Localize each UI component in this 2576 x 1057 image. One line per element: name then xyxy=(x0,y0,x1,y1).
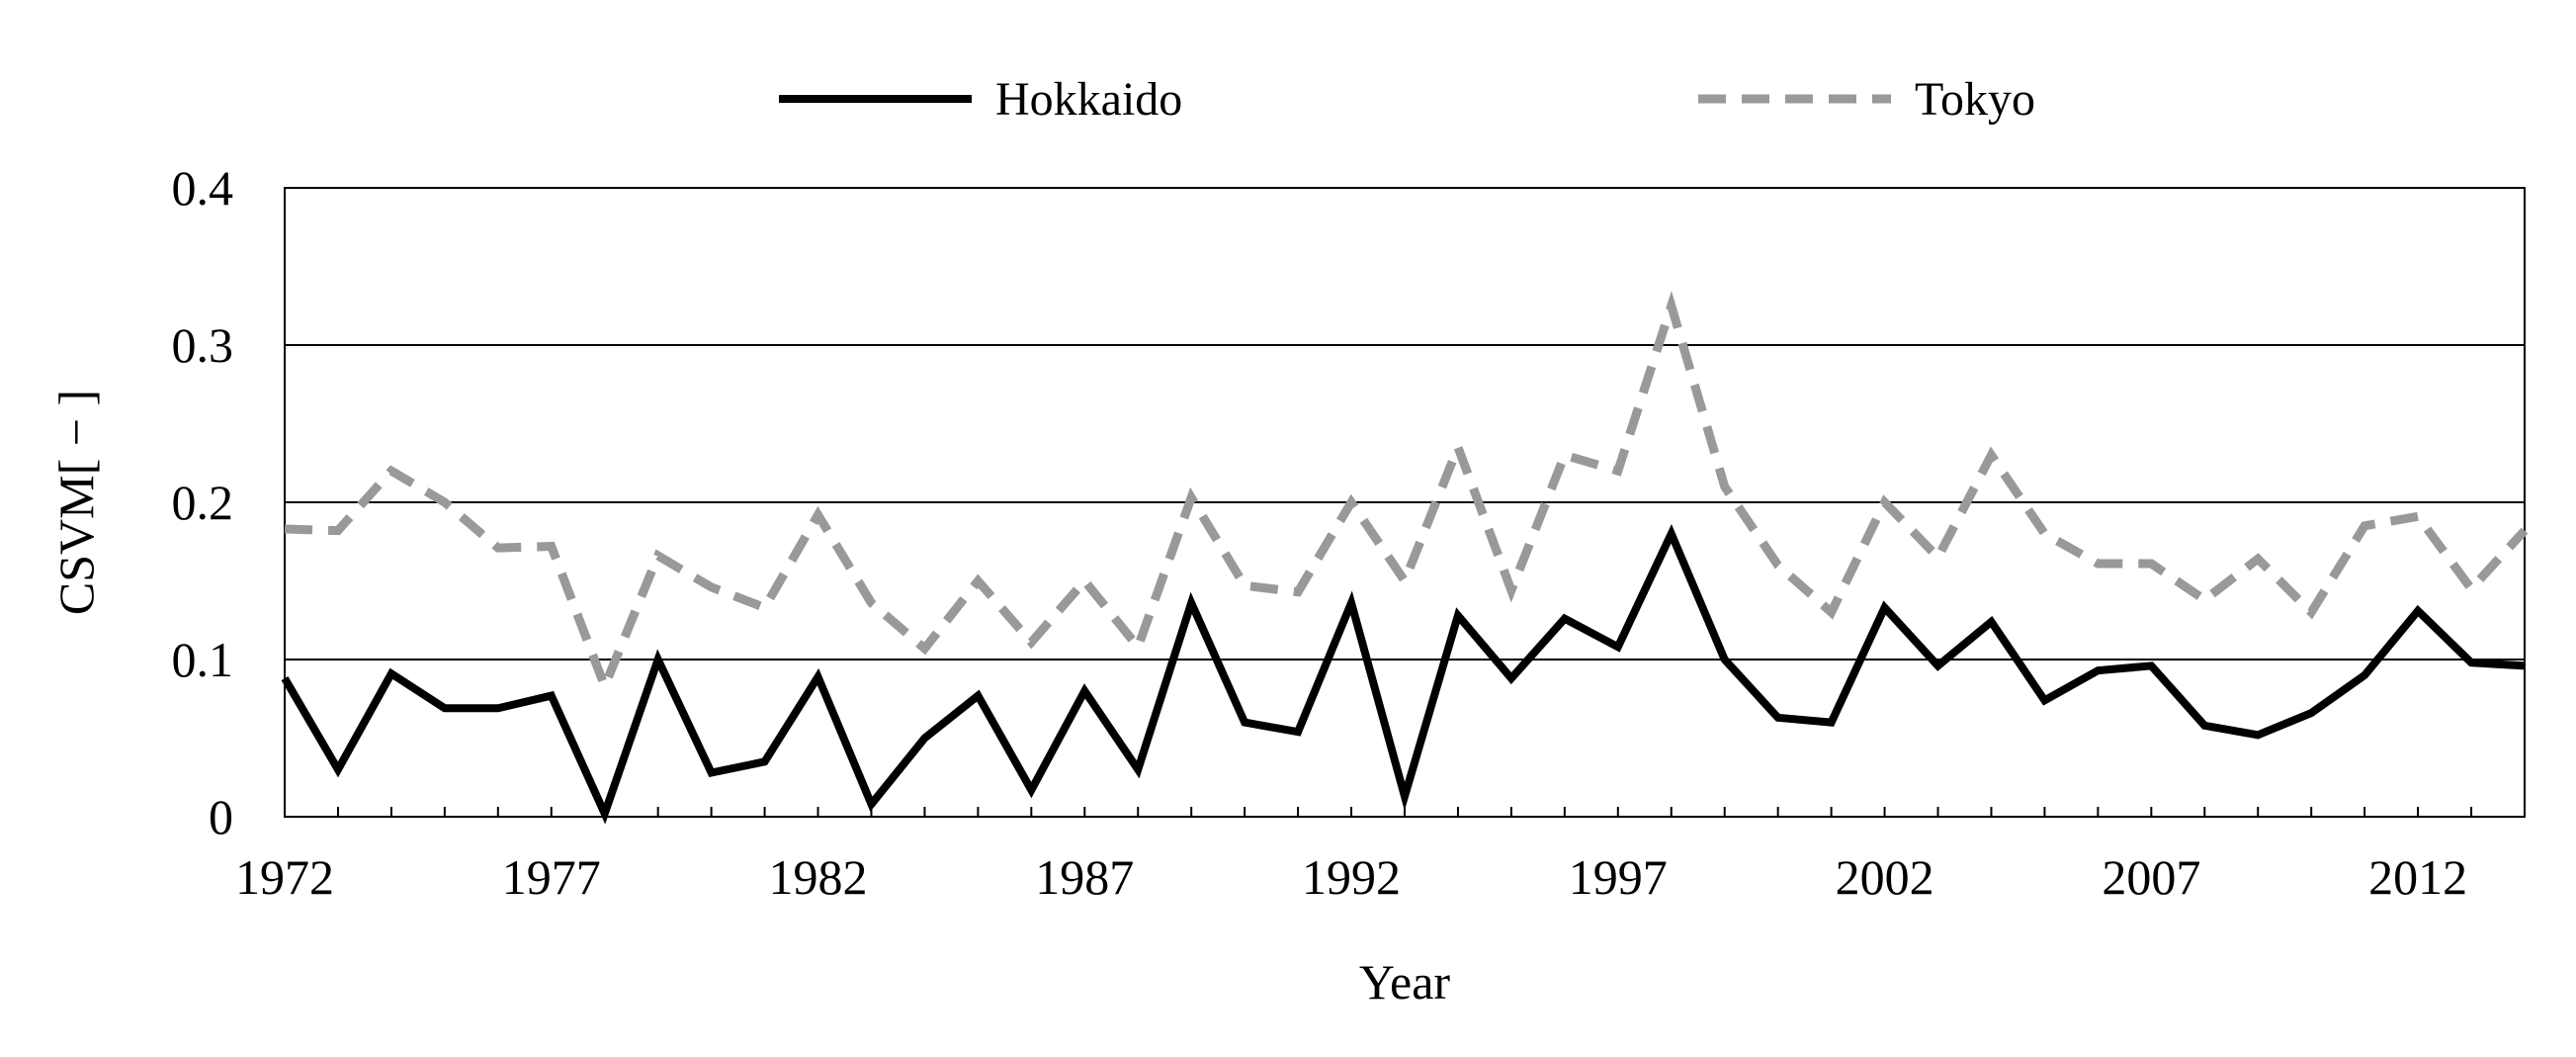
x-tick-label: 1997 xyxy=(1569,849,1668,905)
legend-label-tokyo: Tokyo xyxy=(1915,73,2035,126)
series-line-tokyo xyxy=(284,291,2529,699)
x-tick-label: 2007 xyxy=(2102,849,2200,905)
x-tick-label: 1972 xyxy=(235,849,334,905)
series-layer xyxy=(281,291,2529,825)
x-tick-label: 2012 xyxy=(2368,849,2467,905)
y-tick-label: 0.3 xyxy=(172,317,234,373)
x-axis-tick-labels: 1972 1977 1982 1987 1992 1997 2002 2007 2012 xyxy=(235,807,2526,905)
x-tick-label: 1987 xyxy=(1035,849,1134,905)
y-tick-label: 0.4 xyxy=(172,160,234,216)
y-tick-label: 0 xyxy=(209,789,233,844)
y-axis-tick-labels: 0 0.1 0.2 0.3 0.4 xyxy=(172,160,234,844)
y-axis-title: CSVM[ − ] xyxy=(48,390,104,615)
x-tick-label: 2002 xyxy=(1836,849,1934,905)
x-tick-label: 1992 xyxy=(1302,849,1401,905)
y-tick-label: 0.1 xyxy=(172,632,234,687)
legend: Hokkaido Tokyo xyxy=(779,73,2035,126)
grid-lines xyxy=(285,344,2525,661)
x-tick-label: 1982 xyxy=(769,849,868,905)
y-tick-label: 0.2 xyxy=(172,475,234,530)
x-tick-label: 1977 xyxy=(502,849,601,905)
x-axis-title: Year xyxy=(1359,954,1450,1010)
series-line-hokkaido xyxy=(281,524,2526,825)
legend-label-hokkaido: Hokkaido xyxy=(995,73,1182,126)
